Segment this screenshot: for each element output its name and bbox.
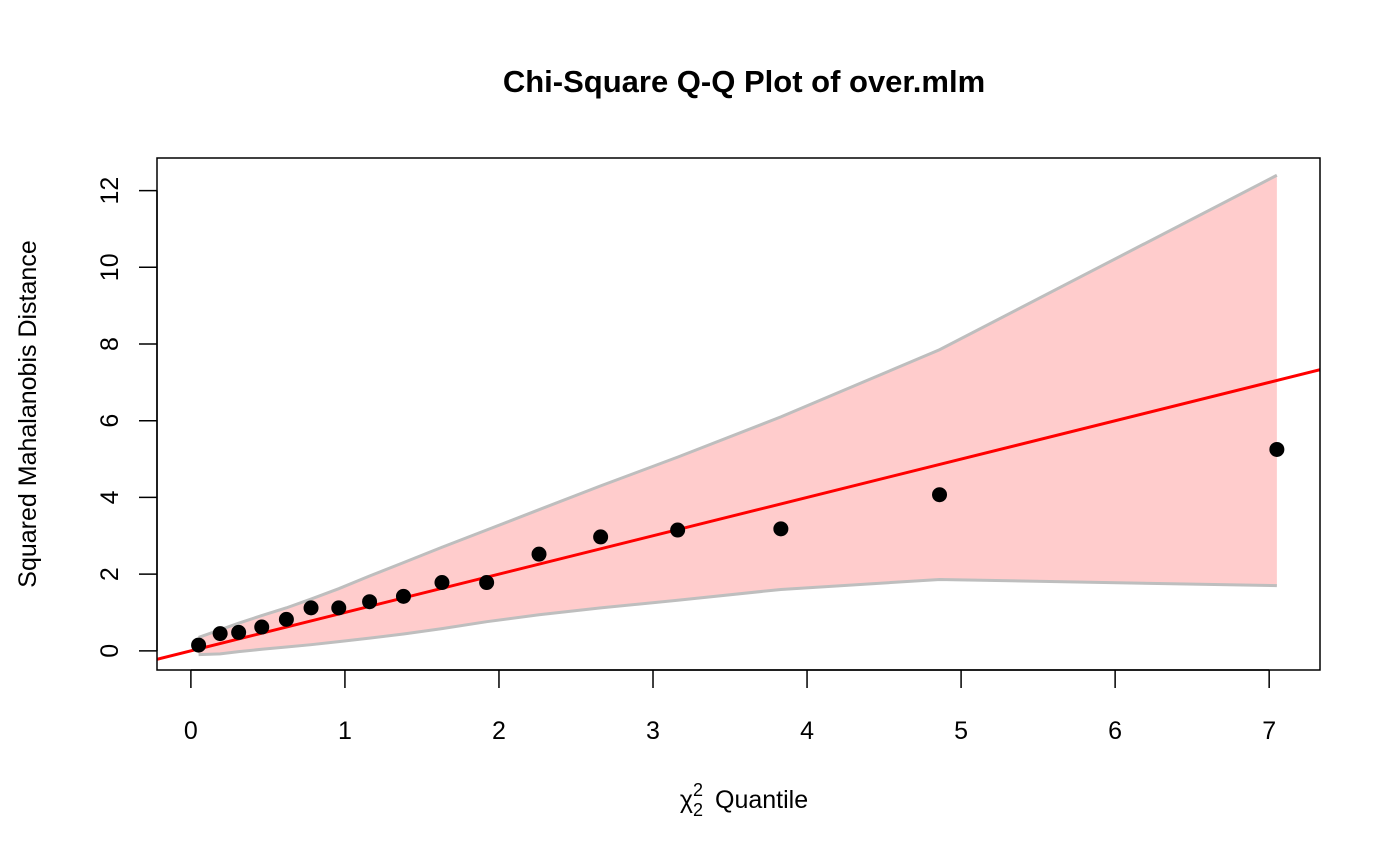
y-tick-label: 10: [96, 253, 124, 281]
x-tick-label: 2: [492, 717, 506, 745]
envelope-upper-line: [198, 173, 1278, 639]
y-tick-label: 12: [96, 177, 124, 205]
data-point: [932, 487, 948, 503]
chart-title: Chi-Square Q-Q Plot of over.mlm: [503, 64, 985, 99]
y-tick-label: 8: [96, 337, 124, 351]
data-point: [231, 624, 247, 640]
data-point: [254, 619, 270, 635]
x-axis-label-symbol: χ: [680, 786, 693, 814]
x-tick-label: 6: [1108, 717, 1122, 745]
data-point: [212, 626, 228, 642]
y-axis: 0 2 4 6 8 10 12: [96, 177, 158, 658]
x-tick-label: 7: [1262, 717, 1276, 745]
data-point: [670, 522, 686, 538]
x-axis-label-superscript: 2: [693, 780, 703, 800]
data-point: [191, 637, 207, 653]
y-tick-label: 4: [96, 490, 124, 504]
data-point: [1269, 441, 1285, 457]
data-point: [395, 588, 411, 604]
data-point: [278, 611, 294, 627]
x-tick-label: 5: [954, 717, 968, 745]
data-point: [303, 600, 319, 616]
data-point: [434, 575, 450, 591]
x-tick-label: 4: [800, 717, 814, 745]
x-axis-label-subscript: 2: [693, 800, 703, 820]
confidence-envelope: [198, 173, 1278, 657]
x-axis: 0 1 2 3 4 5 6 7: [184, 669, 1276, 745]
x-tick-label: 1: [338, 717, 352, 745]
y-tick-label: 2: [96, 567, 124, 581]
x-axis-label-text: Quantile: [715, 786, 808, 814]
data-points: [191, 441, 1285, 653]
envelope-band: [198, 175, 1277, 655]
envelope-lower-line: [198, 577, 1277, 657]
data-point: [531, 546, 547, 562]
data-point: [593, 529, 609, 545]
x-tick-label: 0: [184, 717, 198, 745]
reference-line: [157, 368, 1320, 661]
y-tick-label: 0: [96, 644, 124, 658]
data-point: [479, 575, 495, 591]
reference-line-layer: [157, 368, 1320, 661]
x-tick-label: 3: [646, 717, 660, 745]
y-tick-label: 6: [96, 414, 124, 428]
data-point: [331, 600, 347, 616]
data-point: [362, 594, 378, 610]
x-axis-label: χ22 Quantile: [680, 780, 808, 820]
y-axis-label: Squared Mahalanobis Distance: [14, 240, 42, 587]
data-point: [773, 521, 789, 537]
